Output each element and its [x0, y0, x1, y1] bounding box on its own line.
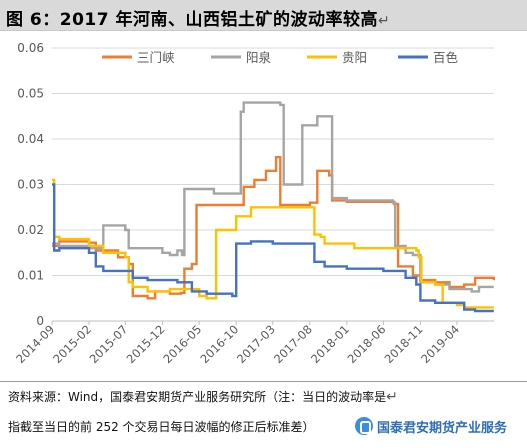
legend-label: 百色 — [433, 50, 459, 65]
x-tick-label: 2015-07 — [87, 322, 131, 366]
y-axis: 0 0.01 0.02 0.03 0.04 0.05 0.06 — [17, 41, 44, 328]
footer-divider — [0, 381, 527, 382]
y-tick-label: 0.04 — [17, 132, 44, 146]
series-line-贵阳 — [52, 178, 494, 309]
x-tick-label: 2016-05 — [160, 322, 204, 366]
x-tick-label: 2018-11 — [382, 322, 426, 366]
x-tick-label: 2018-06 — [345, 322, 389, 366]
source-note-line-2: 指截至当日的前 252 个交易日每日波幅的修正后标准差） — [8, 420, 315, 434]
title-bar: 图 6：2017 年河南、山西铝土矿的波动率较高↵ — [0, 0, 527, 31]
series-line-三门峡 — [52, 156, 495, 300]
wechat-logo-icon — [355, 417, 373, 435]
y-tick-label: 0.01 — [17, 269, 44, 283]
legend-label: 贵阳 — [342, 50, 367, 65]
paragraph-mark-icon: ↵ — [377, 13, 391, 29]
x-tick-label: 2019-04 — [418, 322, 462, 366]
y-tick-label: 0.02 — [17, 223, 44, 237]
x-tick-label: 2016-10 — [197, 322, 241, 366]
chart-legend: 三门峡 阳泉 贵阳 百色 — [102, 50, 459, 65]
x-tick-label: 2017-03 — [234, 322, 278, 366]
y-tick-label: 0.03 — [17, 178, 44, 192]
x-tick-label: 2018-01 — [308, 322, 352, 366]
y-tick-label: 0.06 — [17, 41, 44, 55]
legend-label: 阳泉 — [246, 50, 272, 65]
chart-footer: 资料来源：Wind，国泰君安期货产业服务研究所（注：当日的波动率是↵ 指截至当日… — [0, 381, 527, 448]
source-note-line-1: 资料来源：Wind，国泰君安期货产业服务研究所（注：当日的波动率是 — [8, 390, 387, 404]
y-tick-label: 0 — [36, 314, 44, 328]
x-axis: 2014-092015-022015-072015-122016-052016-… — [13, 320, 494, 366]
series-line-阳泉 — [52, 101, 494, 293]
series-line-百色 — [52, 183, 494, 313]
paragraph-mark-icon: ↵ — [386, 389, 398, 405]
legend-label: 三门峡 — [137, 50, 175, 65]
x-tick-label: 2015-02 — [50, 322, 94, 366]
figure-title: 图 6：2017 年河南、山西铝土矿的波动率较高 — [6, 10, 378, 30]
volatility-chart: 0 0.01 0.02 0.03 0.04 0.05 0.06 2014-092015-02… — [13, 41, 495, 366]
watermark: 国泰君安期货产业服务 — [355, 414, 523, 438]
watermark-text: 国泰君安期货产业服务 — [377, 420, 508, 436]
x-tick-label: 2015-12 — [124, 322, 168, 366]
y-tick-label: 0.05 — [17, 87, 44, 101]
chart-series-lines — [52, 101, 495, 313]
x-tick-label: 2014-09 — [13, 322, 57, 366]
x-tick-label: 2017-08 — [271, 322, 315, 366]
